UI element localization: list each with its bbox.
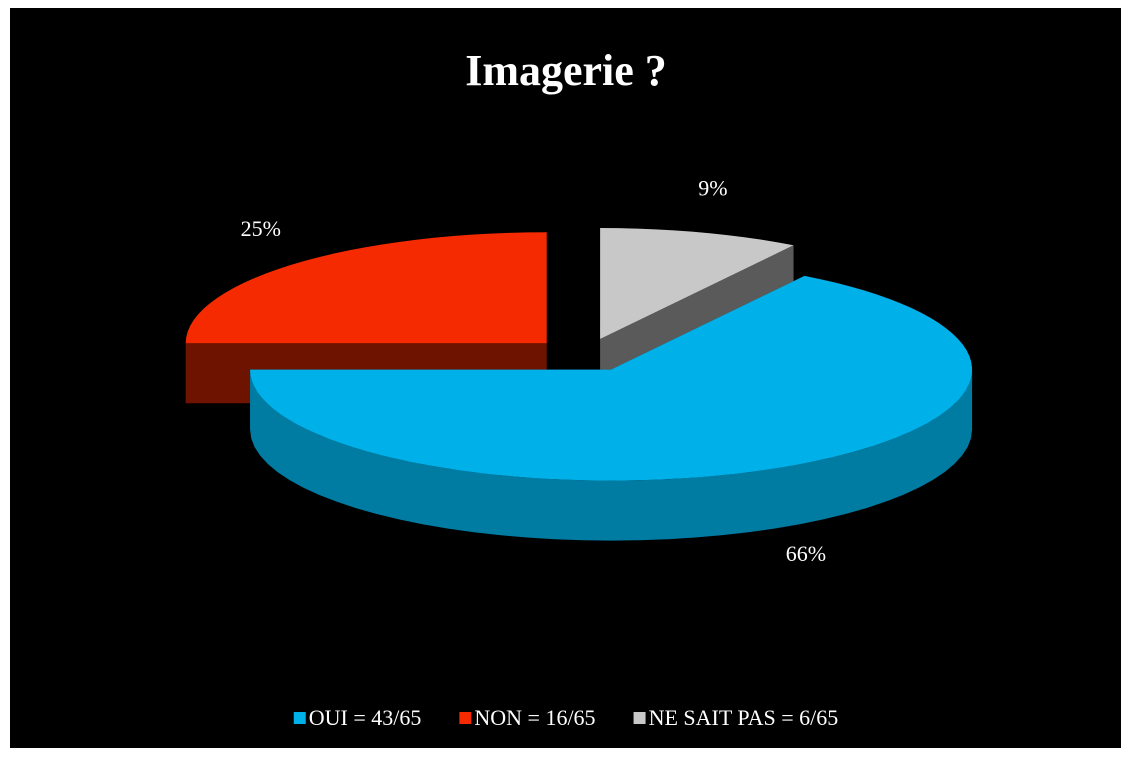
pie-slice — [600, 228, 794, 340]
pie-slice — [250, 275, 973, 481]
legend: OUI = 43/65 NON = 16/65 NE SAIT PAS = 6/65 — [293, 705, 839, 730]
chart-title: Imagerie ? — [465, 46, 667, 95]
pie-slice — [185, 232, 547, 344]
slice-side — [250, 369, 973, 541]
legend-label: OUI = 43/65 — [309, 705, 422, 730]
legend-marker — [459, 712, 472, 724]
legend-marker — [633, 712, 646, 724]
legend-label: NON = 16/65 — [474, 705, 595, 730]
data-label: 66% — [786, 541, 826, 566]
data-label: 25% — [241, 216, 281, 241]
data-label: 9% — [698, 175, 727, 200]
legend-label: NE SAIT PAS = 6/65 — [649, 705, 839, 730]
legend-marker — [293, 712, 306, 724]
